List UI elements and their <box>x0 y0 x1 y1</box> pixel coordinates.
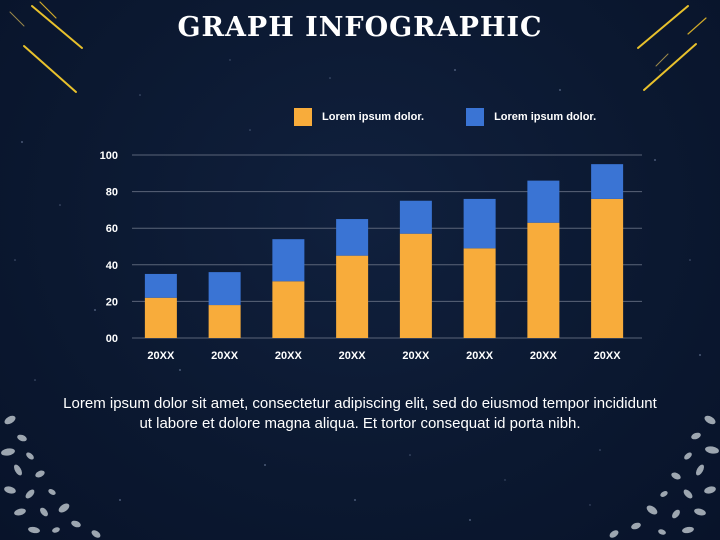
y-tick-label: 20 <box>106 296 118 308</box>
bar-series-2 <box>527 180 560 223</box>
y-tick-label: 40 <box>106 260 118 272</box>
bar-series-2 <box>208 272 241 306</box>
bar-series-2 <box>399 200 432 234</box>
x-tick-label: 20XX <box>275 350 303 362</box>
bar-series-1 <box>463 248 496 338</box>
legend-item-series-1: Lorem ipsum dolor. <box>294 108 424 126</box>
bar-series-2 <box>144 273 177 298</box>
legend-item-series-2: Lorem ipsum dolor. <box>466 108 596 126</box>
shooting-stars-left <box>9 1 83 93</box>
y-tick-label: 00 <box>106 333 118 345</box>
x-tick-label: 20XX <box>211 350 239 362</box>
x-tick-label: 20XX <box>339 350 367 362</box>
legend-swatch-series-2 <box>466 108 485 126</box>
bar-series-1 <box>336 255 369 338</box>
bar-series-1 <box>272 281 305 338</box>
bar-series-2 <box>463 198 496 249</box>
legend-label-series-2: Lorem ipsum dolor. <box>494 111 597 123</box>
x-tick-label: 20XX <box>402 350 430 362</box>
bar-series-1 <box>208 305 241 338</box>
chart-bars <box>144 164 624 338</box>
bar-series-1 <box>591 198 624 338</box>
chart-gridlines <box>132 154 642 339</box>
chart-caption: Lorem ipsum dolor sit amet, consectetur … <box>63 395 657 432</box>
y-tick-label: 60 <box>106 223 118 235</box>
x-tick-label: 20XX <box>530 350 558 362</box>
chart-legend: Lorem ipsum dolor. Lorem ipsum dolor. <box>294 108 638 126</box>
slide-title: GRAPH INFOGRAPHIC <box>177 12 543 43</box>
legend-swatch-series-1 <box>294 108 312 126</box>
x-tick-label: 20XX <box>466 350 494 362</box>
bar-series-1 <box>527 222 560 338</box>
x-tick-label: 20XX <box>594 350 622 362</box>
x-tick-label: 20XX <box>147 350 175 362</box>
bar-series-1 <box>399 233 432 338</box>
legend-label-series-1: Lorem ipsum dolor. <box>322 111 425 123</box>
bar-series-2 <box>591 164 624 199</box>
bar-series-2 <box>336 219 369 256</box>
bar-series-1 <box>144 297 177 338</box>
chart-axis-labels: 00 20 40 60 80 100 20XX 20XX 20XX 20XX 20XX 20XX 20X… <box>100 150 622 362</box>
shooting-stars-right <box>637 5 707 91</box>
pebble-decoration-right <box>609 415 719 538</box>
y-tick-label: 100 <box>100 150 118 162</box>
pebble-decoration-left <box>1 415 101 538</box>
bar-series-2 <box>272 239 305 282</box>
y-tick-label: 80 <box>106 187 118 199</box>
